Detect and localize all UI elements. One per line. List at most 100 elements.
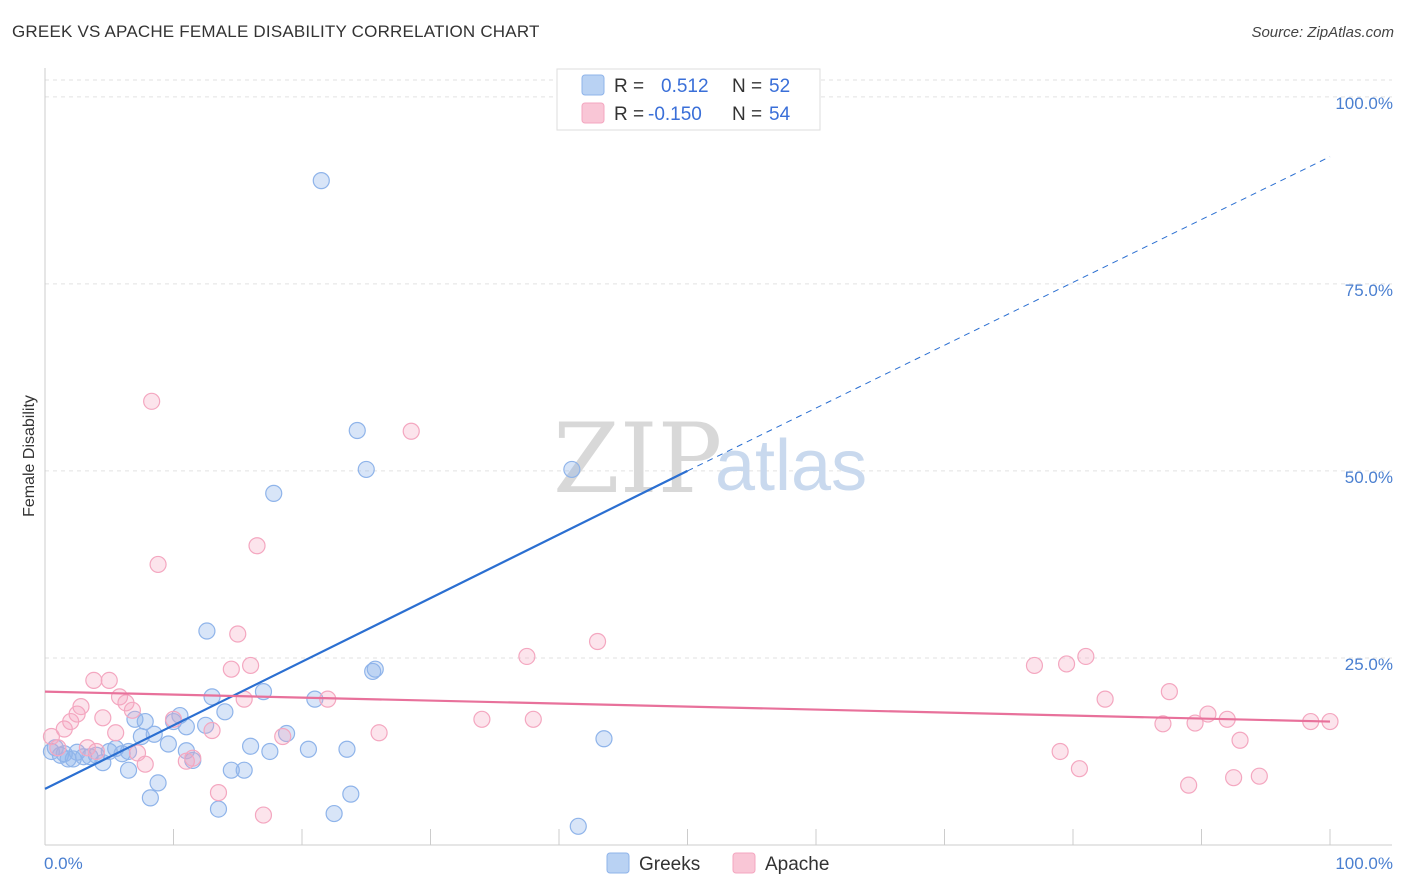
y-tick-label-3: 100.0% [1335,94,1393,113]
point-greeks-45 [342,785,360,803]
point-apache-42 [1077,647,1095,666]
point-greeks-51 [569,817,587,835]
point-greeks-21 [149,774,167,792]
legend-n-value-greeks: 52 [769,76,790,97]
trend-line-apache [44,690,1331,723]
point-greeks-22 [159,735,177,753]
point-apache-39 [1051,742,1069,761]
legend-r-value-apache: -0.150 [648,104,702,125]
legend-r-value-greeks: 0.512 [661,76,709,97]
point-greeks-46 [348,421,366,440]
point-greeks-49 [366,660,384,678]
watermark: ZIP atlas [553,403,867,515]
x-tick-labels: 0.0% 100.0% [44,854,1393,873]
series-legend-label-greeks: Greeks [639,854,700,875]
y-tick-label-1: 50.0% [1345,468,1393,487]
grid-lines [45,79,1392,659]
point-apache-27 [242,656,260,675]
point-greeks-42 [312,172,330,190]
point-apache-24 [222,660,240,678]
legend-n-label-greeks: N = [732,76,762,97]
point-apache-11 [107,724,125,742]
legend-r-label-apache: R = [614,104,644,125]
point-greeks-33 [222,761,240,779]
trend-lines [44,156,1331,790]
point-greeks-37 [261,742,279,761]
point-greeks-34 [235,761,253,779]
point-apache-37 [588,632,607,651]
point-apache-29 [254,806,273,824]
point-greeks-43 [325,804,343,823]
point-apache-7 [85,671,103,690]
point-apache-46 [1180,776,1198,794]
legend-swatch-greeks [581,74,605,96]
point-apache-10 [100,671,118,690]
series-legend-swatch-greeks [606,852,630,874]
watermark-atlas: atlas [715,426,867,506]
source-label: Source: ZipAtlas.com [1251,24,1394,41]
point-greeks-32 [216,703,234,721]
point-apache-34 [473,710,491,728]
point-apache-33 [402,422,420,440]
point-apache-35 [518,647,536,666]
point-apache-1 [49,739,67,757]
correlation-legend: R = 0.512 N = 52 R = -0.150 N = 54 [556,68,821,131]
watermark-zip: ZIP [553,403,722,515]
point-apache-17 [143,392,161,410]
point-apache-6 [78,739,97,757]
point-apache-32 [370,724,388,742]
point-greeks-52 [595,730,613,748]
point-greeks-35 [242,737,260,755]
x-tick-label-0: 0.0% [44,854,83,873]
point-apache-21 [184,749,202,767]
point-greeks-38 [265,484,283,502]
point-apache-23 [209,784,228,802]
data-points [42,172,1339,835]
legend-swatch-apache [581,102,605,124]
series-legend-label-apache: Apache [765,854,829,875]
point-apache-18 [149,555,167,574]
chart-title: GREEK VS APACHE FEMALE DISABILITY CORREL… [12,22,540,41]
point-apache-36 [524,710,542,728]
point-greeks-31 [209,800,228,818]
y-tick-label-0: 25.0% [1345,655,1393,674]
point-apache-38 [1025,656,1044,675]
point-apache-5 [72,697,90,716]
point-greeks-7 [74,748,93,766]
legend-n-value-apache: 54 [769,104,791,125]
point-apache-41 [1070,760,1089,778]
point-apache-43 [1096,690,1114,708]
point-apache-9 [94,709,112,727]
y-tick-label-2: 75.0% [1345,281,1393,300]
point-greeks-44 [338,740,356,758]
point-apache-51 [1231,731,1249,749]
axes [44,68,1392,846]
point-apache-45 [1160,683,1178,701]
y-tick-labels: 25.0% 50.0% 75.0% 100.0% [1335,94,1393,674]
point-apache-16 [136,755,154,773]
point-greeks-19 [141,789,159,807]
point-apache-22 [203,721,221,740]
point-apache-14 [123,701,141,719]
x-tick-label-1: 100.0% [1335,854,1393,873]
point-greeks-30 [203,688,221,706]
point-apache-8 [87,742,106,761]
point-greeks-40 [299,740,318,758]
point-greeks-50 [563,460,581,479]
point-apache-25 [229,625,247,643]
trend-line-greeks-extension [687,156,1331,472]
y-axis-label: Female Disability [21,395,38,517]
series-legend-swatch-apache [732,852,756,874]
point-greeks-47 [357,460,375,479]
legend-r-label-greeks: R = [614,76,644,97]
point-greeks-18 [136,712,154,731]
point-greeks-15 [119,761,138,779]
point-apache-52 [1250,767,1268,785]
point-apache-40 [1057,655,1076,673]
legend-n-label-apache: N = [732,104,762,125]
point-apache-44 [1154,715,1172,733]
point-greeks-29 [198,622,216,640]
point-apache-50 [1225,769,1243,787]
point-greeks-48 [364,662,382,681]
